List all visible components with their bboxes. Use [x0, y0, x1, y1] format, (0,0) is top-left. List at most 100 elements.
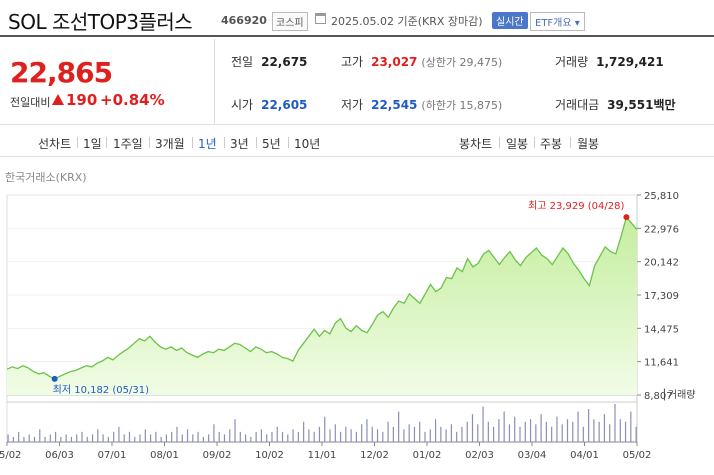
divider — [224, 137, 225, 148]
volume-bar — [577, 411, 579, 442]
tab-monthly[interactable]: 월봉 — [577, 137, 600, 151]
tab-weekly[interactable]: 주봉 — [540, 137, 563, 151]
price-area — [7, 217, 637, 395]
exchange-label: 한국거래소(KRX) — [5, 171, 87, 184]
chart-period-tabs: 선차트 1일 1주일 3개월 1년 3년 5년 10년 봉차트 일봉 주봉 월봉 — [0, 127, 714, 157]
volume-bar — [450, 424, 452, 442]
volume-bar — [630, 411, 632, 442]
date-text: 2025.05.02 기준(KRX 장마감) — [331, 15, 483, 28]
tab-10y[interactable]: 10년 — [294, 137, 321, 151]
volume-bar — [350, 429, 352, 442]
volume-bar — [23, 436, 25, 442]
volume-bar — [271, 431, 273, 442]
volume-bar — [39, 429, 41, 442]
tab-daily[interactable]: 일봉 — [506, 137, 529, 151]
volume-bar — [609, 424, 611, 442]
volume-bar — [387, 421, 389, 442]
volume-bar — [239, 431, 241, 442]
stat-label: 전일 — [231, 55, 254, 69]
volume-bar — [493, 426, 495, 442]
y-tick-label: 8,807 — [644, 391, 673, 402]
change-label: 전일대비 — [10, 96, 51, 109]
volume-legend: ▕ 거래량 — [657, 388, 695, 401]
stat-label: 고가 — [341, 55, 364, 69]
x-tick-label: 06/03 — [45, 450, 74, 461]
volume-bar — [535, 424, 537, 442]
x-tick-label: 11/01 — [308, 450, 337, 461]
volume-bar — [598, 421, 600, 442]
volume-bar — [540, 414, 542, 442]
volume-bar — [556, 416, 558, 442]
stat-volume: 거래량 1,729,421 — [555, 53, 664, 70]
tab-5y[interactable]: 5년 — [262, 137, 281, 151]
volume-bar — [593, 419, 595, 442]
volume-bar — [482, 406, 484, 442]
market-badge: 코스피 — [272, 12, 308, 31]
stock-header: SOL 조선TOP3플러스 466920 코스피 2025.05.02 기준(K… — [0, 0, 714, 37]
volume-bar — [334, 424, 336, 442]
volume-bar — [229, 429, 231, 442]
volume-bar — [635, 426, 637, 442]
etf-overview-dropdown[interactable]: ETF개요 ▾ — [530, 12, 585, 31]
y-tick-label: 20,142 — [644, 258, 679, 269]
volume-bar — [33, 436, 36, 442]
volume-bar — [70, 436, 73, 442]
volume-bar — [355, 431, 358, 442]
volume-bar — [461, 426, 463, 442]
x-tick-label: 05/02 — [623, 450, 652, 461]
y-tick-label: 17,309 — [644, 291, 679, 302]
volume-bar — [519, 426, 521, 442]
volume-bar — [234, 419, 236, 442]
volume-bar — [213, 424, 215, 442]
volume-bar — [582, 426, 584, 442]
volume-bar — [65, 434, 67, 442]
stat-label: 거래대금 — [555, 98, 600, 112]
price-chart[interactable]: 25,810 22,976 20,142 17,309 14,475 11,641 8,80… — [0, 180, 714, 475]
volume-bar — [250, 436, 252, 442]
volume-bar — [276, 426, 278, 442]
stat-value: 1,729,421 — [596, 55, 664, 69]
volume-bar — [529, 419, 532, 442]
volume-bar — [155, 431, 157, 442]
volume-bar — [107, 436, 109, 442]
stat-value: 22,605 — [261, 98, 308, 112]
volume-bar — [287, 434, 289, 442]
tab-1w[interactable]: 1주일 — [113, 137, 143, 151]
volume-bar — [624, 421, 627, 442]
chart-markers: 최고 23,929 (04/28) 최저 10,182 (05/31) — [51, 200, 630, 396]
y-axis: 25,810 22,976 20,142 17,309 14,475 11,641 8,80… — [637, 191, 679, 402]
volume-bar — [329, 429, 331, 442]
x-tick-label: 12/02 — [360, 450, 389, 461]
volume-bar — [366, 419, 368, 442]
tab-3y[interactable]: 3년 — [230, 137, 249, 151]
volume-bar — [192, 434, 194, 442]
realtime-button[interactable]: 실시간 — [492, 12, 528, 29]
stat-trade-value: 거래대금 39,551백만 — [555, 96, 676, 113]
volume-bar — [424, 431, 426, 442]
volume-bar — [303, 421, 305, 442]
low-annotation: 최저 10,182 (05/31) — [53, 384, 149, 396]
volume-bar — [456, 431, 458, 442]
volume-bar — [123, 434, 125, 442]
volume-bar — [260, 429, 263, 442]
volume-bar — [81, 431, 83, 442]
volume-bar — [440, 426, 442, 442]
tab-1y[interactable]: 1년 — [198, 137, 217, 151]
x-tick-label: 02/03 — [465, 450, 494, 461]
up-triangle-icon — [52, 94, 64, 105]
volume-bar — [12, 436, 14, 442]
volume-bars: ▕ 거래량 — [7, 388, 695, 442]
volume-bar — [7, 434, 9, 442]
stat-unit: 백만 — [653, 98, 676, 112]
price-summary: 22,865 전일대비 190 +0.84% 전일 22,675 고가 23,027… — [0, 39, 714, 125]
volume-bar — [614, 404, 616, 442]
tab-3m[interactable]: 3개월 — [155, 137, 185, 151]
volume-bar — [339, 431, 342, 442]
volume-bar — [408, 424, 410, 442]
volume-bar — [60, 436, 62, 442]
volume-bar — [376, 429, 379, 442]
volume-bar — [44, 436, 46, 442]
volume-bar — [18, 431, 20, 442]
volume-bar — [392, 426, 394, 442]
tab-1d[interactable]: 1일 — [83, 137, 102, 151]
